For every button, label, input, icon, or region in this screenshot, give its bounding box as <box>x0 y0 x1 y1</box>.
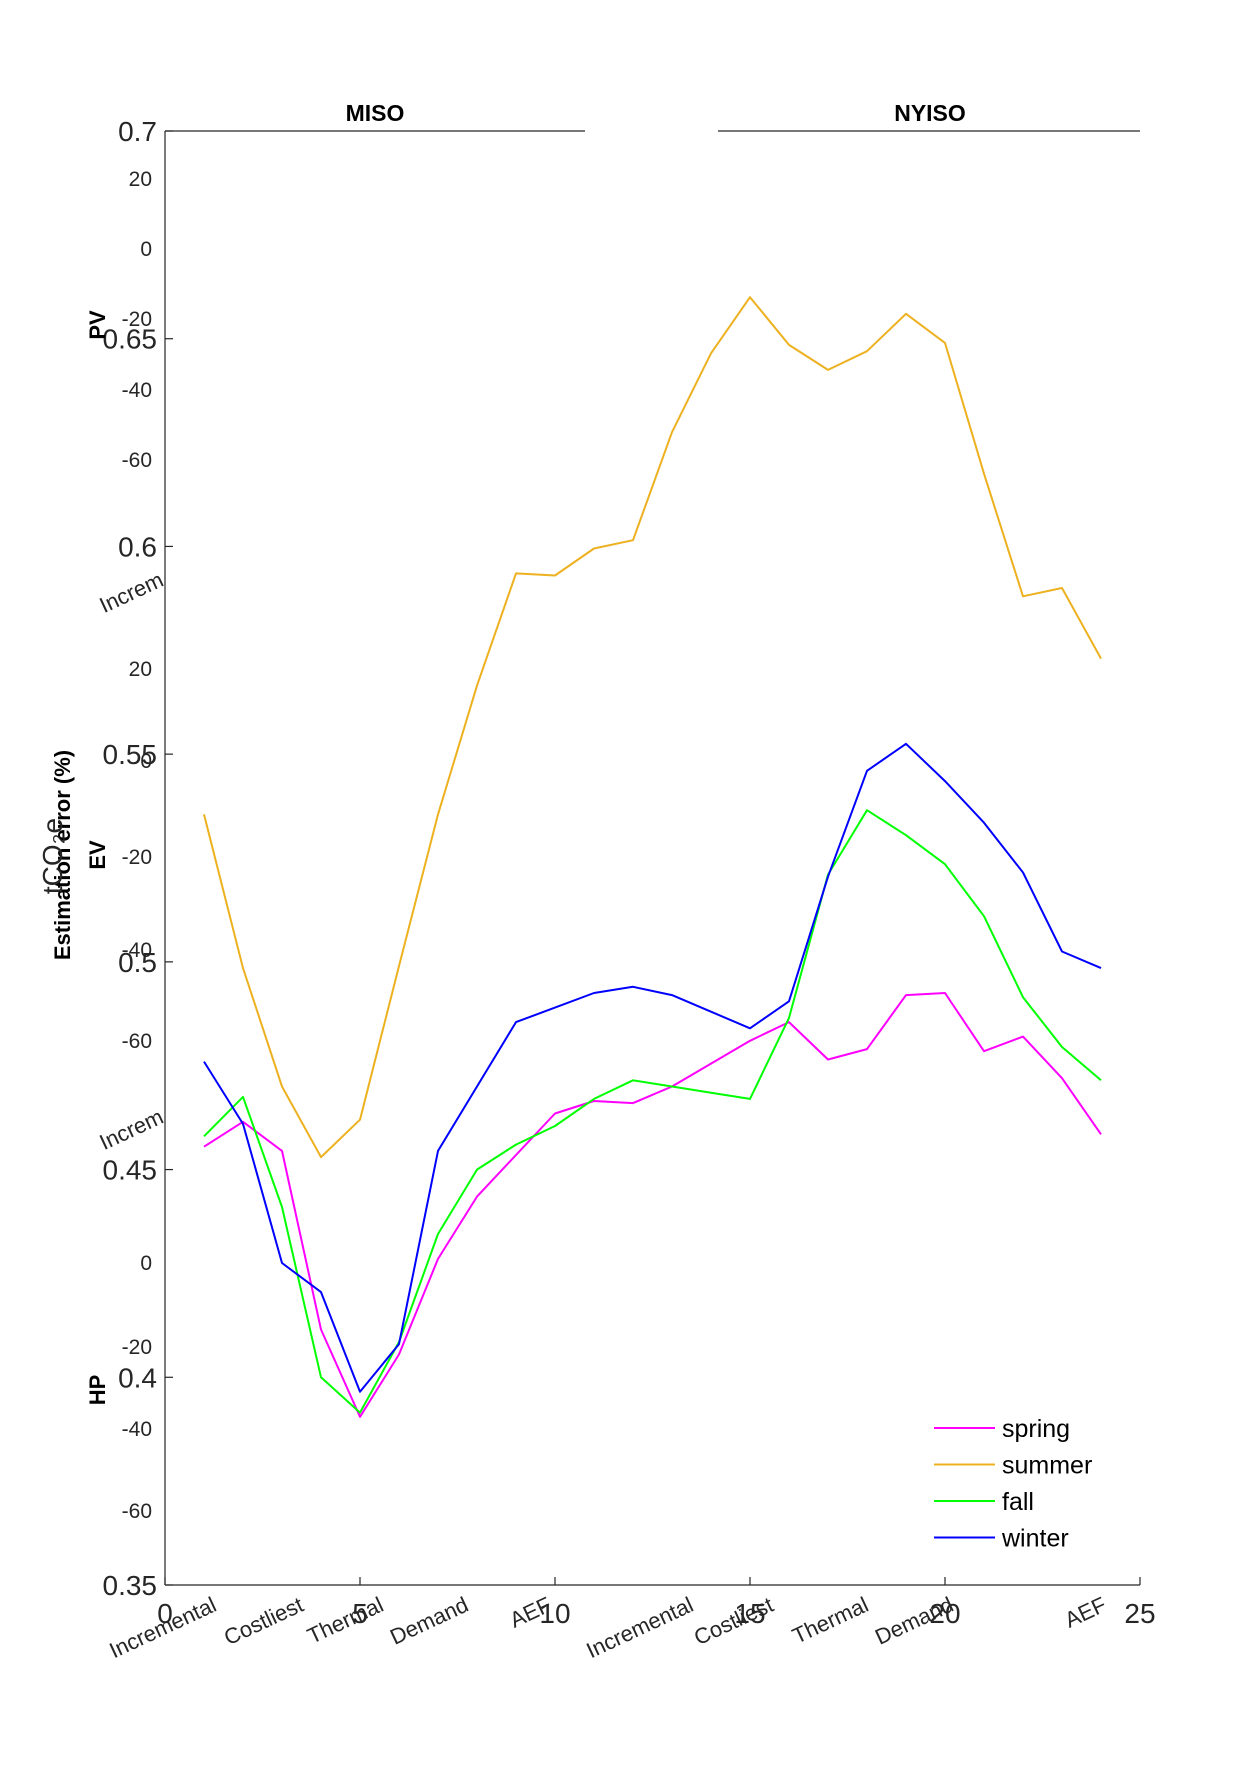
y-tick-label: 0.5 <box>118 947 157 978</box>
hp-tick-label: 0 <box>140 1252 152 1275</box>
row-label-hp: HP <box>85 1375 110 1406</box>
row-label-pv: PV <box>85 310 110 340</box>
pv-tick-label: -20 <box>122 308 152 331</box>
category-label: Thermal <box>303 1592 387 1649</box>
pv-tick-label: 0 <box>140 238 152 261</box>
y-tick-label: 0.55 <box>103 739 158 770</box>
category-label: Costliest <box>220 1592 307 1650</box>
category-label: AEF <box>1061 1592 1110 1633</box>
legend: spring summer fall winter <box>934 1415 1092 1553</box>
legend-label: summer <box>1002 1452 1092 1480</box>
x-tick-label: 10 <box>539 1598 570 1629</box>
ev-tick-label: -40 <box>122 939 152 962</box>
y-tick-label: 0.6 <box>118 531 157 562</box>
ev-tick-label: 20 <box>129 658 152 681</box>
ev-tick-label: -20 <box>122 846 152 869</box>
ylabel-estimation-error: Estimation error (%) <box>50 750 75 960</box>
series-line-summer <box>203 296 1102 1159</box>
hp-tick-label: -60 <box>122 1500 152 1523</box>
x-tick-label: 20 <box>929 1598 960 1629</box>
legend-label: winter <box>1001 1525 1069 1553</box>
pv-tick-label: -60 <box>122 449 152 472</box>
legend-label: spring <box>1002 1415 1070 1443</box>
x-tick-label: 25 <box>1124 1598 1155 1629</box>
legend-label: fall <box>1002 1488 1034 1516</box>
partial-category-label-upper: Increm <box>96 567 168 618</box>
y-tick-label: 0.35 <box>103 1570 158 1601</box>
ev-tick-label: 0 <box>140 750 152 773</box>
y-tick-label: 0.45 <box>103 1155 158 1186</box>
partial-category-label-lower: Increm <box>96 1104 168 1155</box>
series-line-winter <box>203 742 1102 1393</box>
y-tick-label: 0.4 <box>118 1362 157 1393</box>
series-line-fall <box>203 809 1102 1414</box>
y-tick-label: 0.65 <box>103 324 158 355</box>
row-label-ev: EV <box>85 840 110 870</box>
category-label: Demand <box>386 1592 472 1650</box>
x-tick-label: 0 <box>157 1598 173 1629</box>
x-tick-label: 15 <box>734 1598 765 1629</box>
facet-title-nyiso: NYISO <box>894 100 966 126</box>
ev-tick-label: -60 <box>122 1030 152 1053</box>
hp-tick-label: -20 <box>122 1336 152 1359</box>
ylabel-tco2e: tCO₂e <box>37 818 68 894</box>
y-tick-label: 0.7 <box>118 116 157 147</box>
category-label: Incremental <box>582 1592 697 1663</box>
category-label: Thermal <box>788 1592 872 1649</box>
hp-tick-label: -40 <box>122 1418 152 1441</box>
pv-tick-label: 20 <box>129 168 152 191</box>
series-line-spring <box>203 992 1102 1418</box>
x-tick-label: 5 <box>352 1598 368 1629</box>
pv-tick-label: -40 <box>122 379 152 402</box>
facet-title-miso: MISO <box>346 100 405 126</box>
